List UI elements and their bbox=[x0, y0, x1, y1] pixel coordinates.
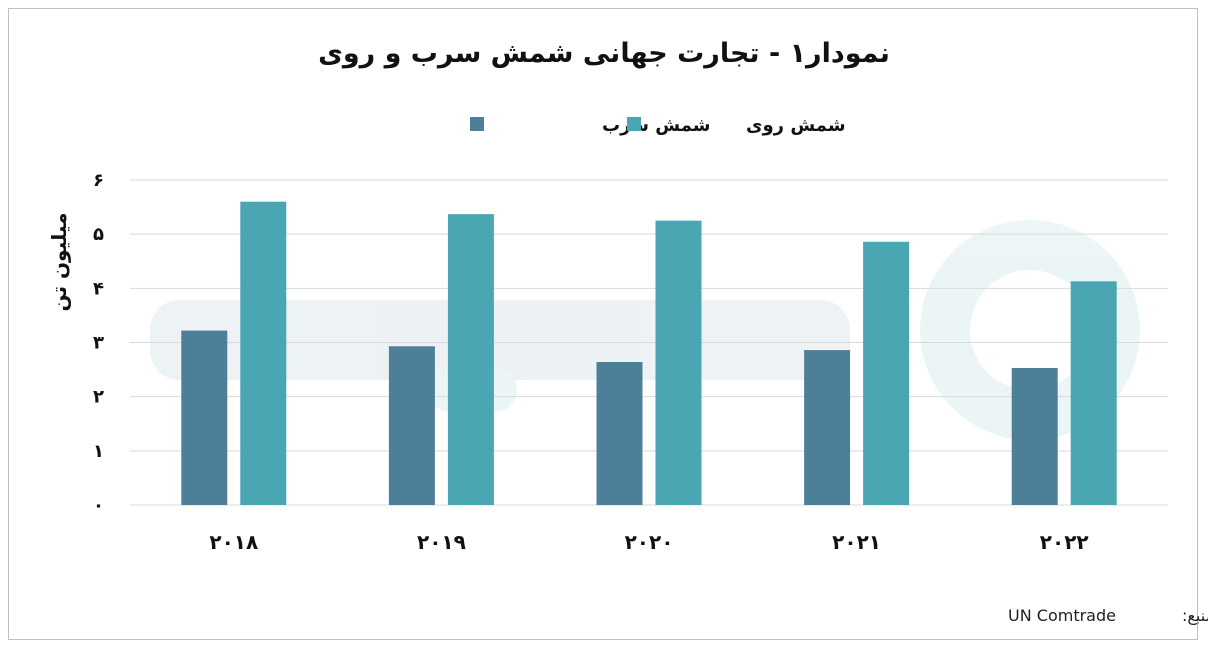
bar-zinc-3 bbox=[863, 241, 910, 505]
y-axis-ticks: ۰ ۱ ۲ ۳ ۴ ۵ ۶ bbox=[93, 170, 104, 516]
y-tick-label: ۵ bbox=[93, 224, 104, 245]
source-value: UN Comtrade bbox=[1008, 606, 1116, 625]
bar-zinc-0 bbox=[240, 201, 287, 505]
x-category-label: ۲۰۲۱ bbox=[832, 530, 881, 554]
x-axis-categories: ۲۰۱۸ ۲۰۱۹ ۲۰۲۰ ۲۰۲۱ ۲۰۲۲ bbox=[209, 530, 1088, 554]
watermark-logo bbox=[150, 220, 1140, 440]
bar-lead-1 bbox=[388, 346, 435, 505]
bar-lead-4 bbox=[1011, 367, 1058, 505]
x-category-label: ۲۰۱۹ bbox=[417, 530, 466, 554]
bar-lead-0 bbox=[181, 330, 228, 505]
y-tick-label: ۳ bbox=[93, 333, 104, 354]
chart-title: نمودار۱ - تجارت جهانی شمش سرب و روی bbox=[318, 38, 890, 69]
legend-label-lead: شمش سرب bbox=[602, 115, 710, 136]
y-tick-label: ۰ bbox=[93, 495, 104, 516]
y-axis-label: میلیون تن bbox=[47, 213, 71, 312]
y-tick-label: ۶ bbox=[93, 170, 104, 191]
x-category-label: ۲۰۲۰ bbox=[625, 530, 674, 554]
legend-label-zinc: شمش روی bbox=[746, 115, 846, 136]
legend-swatch-zinc bbox=[627, 117, 641, 131]
y-tick-label: ۱ bbox=[93, 441, 104, 462]
source-note: UN Comtrade منبع: bbox=[1008, 606, 1208, 626]
bar-zinc-1 bbox=[447, 214, 494, 505]
bar-zinc-2 bbox=[655, 220, 702, 505]
x-category-label: ۲۰۲۲ bbox=[1040, 530, 1089, 554]
legend: شمش سرب شمش روی bbox=[470, 115, 846, 136]
source-label: منبع: bbox=[1182, 606, 1208, 626]
y-tick-label: ۴ bbox=[93, 278, 104, 299]
bar-lead-3 bbox=[804, 350, 851, 505]
x-category-label: ۲۰۱۸ bbox=[209, 530, 258, 554]
gridlines bbox=[130, 179, 1168, 506]
chart-frame bbox=[8, 8, 1198, 640]
bars bbox=[181, 201, 1117, 505]
bar-zinc-4 bbox=[1070, 281, 1117, 505]
y-tick-label: ۲ bbox=[93, 387, 104, 408]
bar-lead-2 bbox=[596, 362, 643, 505]
legend-swatch-lead bbox=[470, 117, 484, 131]
